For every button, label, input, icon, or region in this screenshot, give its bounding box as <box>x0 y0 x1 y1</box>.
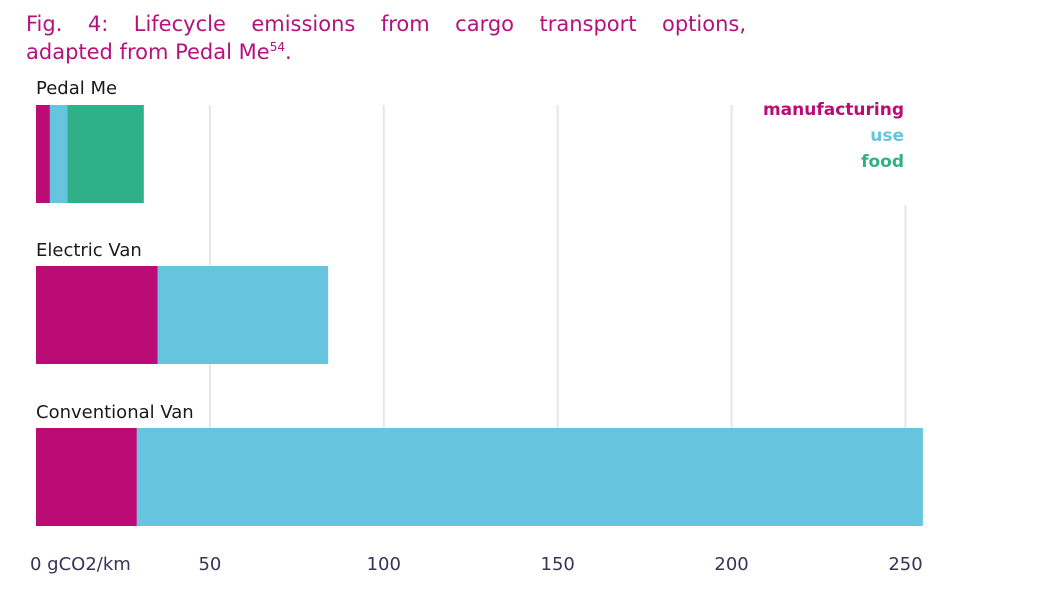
category-label-conventional-van: Conventional Van <box>36 402 194 423</box>
figure-title-reference: 54 <box>269 40 285 54</box>
x-tick-label-250: 250 <box>888 554 922 575</box>
figure-title-line-1: Fig. 4: Lifecycle emissions from cargo t… <box>26 12 746 36</box>
bar-pedal-me-use <box>49 105 68 203</box>
x-axis-ticks: 0 gCO2/km 50 100 150 200 250 <box>30 554 923 575</box>
category-labels: Pedal Me Electric Van Conventional Van <box>36 78 194 423</box>
bar-electric-van-use <box>157 266 329 364</box>
x-tick-label-50: 50 <box>198 554 221 575</box>
category-label-electric-van: Electric Van <box>36 240 142 261</box>
figure-title-period: . <box>284 40 292 64</box>
bars <box>36 105 923 526</box>
bar-electric-van-manufacturing <box>36 266 158 364</box>
category-label-pedal-me: Pedal Me <box>36 78 117 99</box>
bar-pedal-me-food <box>67 105 144 203</box>
figure-title-source: adapted from Pedal Me <box>26 40 270 64</box>
legend-item-use: use <box>870 126 904 146</box>
figure-title-line-2: adapted from Pedal Me54. <box>26 38 746 66</box>
legend-item-food: food <box>861 152 904 172</box>
x-tick-label-0: 0 gCO2/km <box>30 554 131 575</box>
legend: manufacturing use food <box>763 100 904 172</box>
bar-conventional-van-use <box>136 428 923 526</box>
bar-pedal-me-manufacturing <box>36 105 50 203</box>
x-tick-label-200: 200 <box>714 554 748 575</box>
x-tick-label-150: 150 <box>541 554 575 575</box>
bar-conventional-van-manufacturing <box>36 428 137 526</box>
figure-title: Fig. 4: Lifecycle emissions from cargo t… <box>26 10 746 66</box>
x-tick-label-100: 100 <box>367 554 401 575</box>
legend-item-manufacturing: manufacturing <box>763 100 904 120</box>
